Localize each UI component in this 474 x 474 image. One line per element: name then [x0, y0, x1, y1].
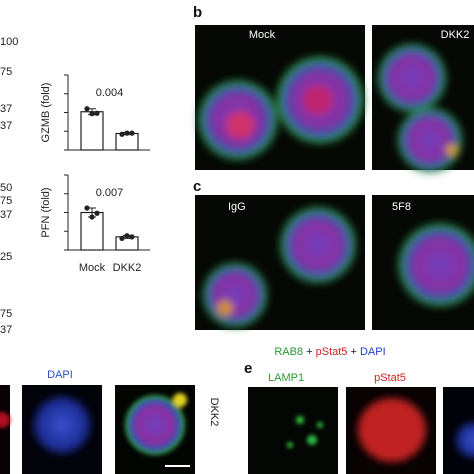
cropped-label: 75: [0, 195, 12, 207]
channel-label: DAPI: [47, 369, 73, 381]
annotation: 0.007: [96, 187, 124, 199]
x-tick-label: Mock: [79, 262, 106, 274]
data-point: [124, 233, 130, 239]
channel-label: pStat5: [374, 372, 406, 384]
data-point: [119, 235, 125, 241]
bar: [115, 132, 139, 151]
y-axis-label: GZMB (fold): [40, 83, 52, 143]
bar: [80, 111, 104, 151]
panel-letter: b: [193, 4, 202, 21]
cells: [396, 221, 474, 309]
data-point: [89, 214, 95, 220]
legend-item: DAPI: [360, 346, 386, 358]
cropped-label: 37: [0, 103, 12, 115]
micrograph: [248, 387, 338, 474]
cropped-label: 50: [0, 182, 12, 194]
panel-letter: e: [244, 360, 252, 377]
panel-label: 5F8: [392, 201, 411, 213]
legend-item: RAB8: [274, 346, 303, 358]
channel-label: LAMP1: [268, 372, 304, 384]
legend-sep: +: [347, 346, 360, 358]
data-point: [124, 130, 130, 136]
cropped-label: 75: [0, 66, 12, 78]
cells: [196, 54, 366, 162]
data-point: [129, 234, 135, 240]
cells: [201, 205, 358, 329]
cropped-label: 100: [0, 36, 18, 48]
legend-sep: +: [303, 346, 316, 358]
row-label: DKK2: [208, 398, 220, 427]
x-tick-label: DKK2: [113, 262, 142, 274]
data-point: [84, 106, 90, 112]
cropped-label: 37: [0, 120, 12, 132]
legend: RAB8 + pStat5 + DAPI: [274, 346, 385, 358]
data-point: [89, 111, 95, 117]
data-point: [129, 130, 135, 136]
micrograph: [0, 385, 10, 474]
cropped-label: 37: [0, 209, 12, 221]
cropped-label: 75: [0, 308, 12, 320]
legend-item: pStat5: [316, 346, 348, 358]
cells: [376, 42, 464, 174]
panel-label: DKK2: [441, 29, 470, 41]
data-point: [94, 110, 100, 116]
panel-label: Mock: [249, 29, 276, 41]
cropped-label: 37: [0, 324, 12, 336]
data-point: [119, 131, 125, 137]
cropped-label: 25: [0, 251, 12, 263]
panel-letter: c: [193, 178, 201, 195]
panel-label: IgG: [228, 201, 246, 213]
y-axis-label: PFN (fold): [40, 187, 52, 237]
data-point: [94, 210, 100, 216]
annotation: 0.004: [96, 87, 124, 99]
data-point: [84, 205, 90, 211]
